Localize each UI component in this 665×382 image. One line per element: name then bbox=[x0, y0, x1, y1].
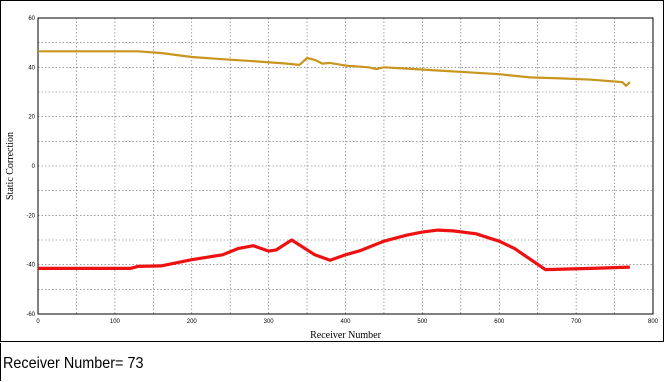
x-tick-label: 800 bbox=[648, 319, 659, 325]
receiver-number-readout: Receiver Number= 73 bbox=[3, 355, 144, 372]
plot-frame: 0 100 200 300 400 500 600 700 800 -60 -40 -20 0 20 40 6… bbox=[0, 0, 664, 342]
status-bar: Receiver Number= 73 bbox=[0, 343, 664, 381]
y-tick-label: 60 bbox=[28, 16, 35, 22]
x-axis-title: Receiver Number bbox=[310, 330, 381, 341]
static-correction-chart: 0 100 200 300 400 500 600 700 800 -60 -40 -20 0 20 40 6… bbox=[5, 16, 659, 341]
series-group bbox=[38, 50, 631, 272]
series-line-upper bbox=[38, 50, 631, 87]
tick-labels: 0 100 200 300 400 500 600 700 800 -60 -40 -20 0 20 40 6… bbox=[26, 16, 658, 325]
y-tick-label: 20 bbox=[28, 115, 35, 121]
x-tick-label: 500 bbox=[417, 319, 428, 325]
x-tick-label: 700 bbox=[571, 319, 582, 325]
y-tick-label: 40 bbox=[28, 65, 35, 71]
y-tick-label: -20 bbox=[26, 213, 35, 219]
x-tick-label: 100 bbox=[110, 319, 121, 325]
x-tick-label: 400 bbox=[340, 319, 351, 325]
x-tick-label: 200 bbox=[187, 319, 198, 325]
y-tick-label: -60 bbox=[26, 312, 35, 318]
y-tick-label: -40 bbox=[26, 263, 35, 269]
plot-area bbox=[37, 17, 654, 315]
y-tick-label: 0 bbox=[32, 164, 36, 170]
x-tick-label: 600 bbox=[494, 319, 505, 325]
series-line-lower bbox=[38, 228, 630, 272]
x-tick-label: 0 bbox=[36, 319, 40, 325]
x-tick-label: 300 bbox=[264, 319, 275, 325]
y-axis-title: Static Correction bbox=[5, 132, 16, 200]
